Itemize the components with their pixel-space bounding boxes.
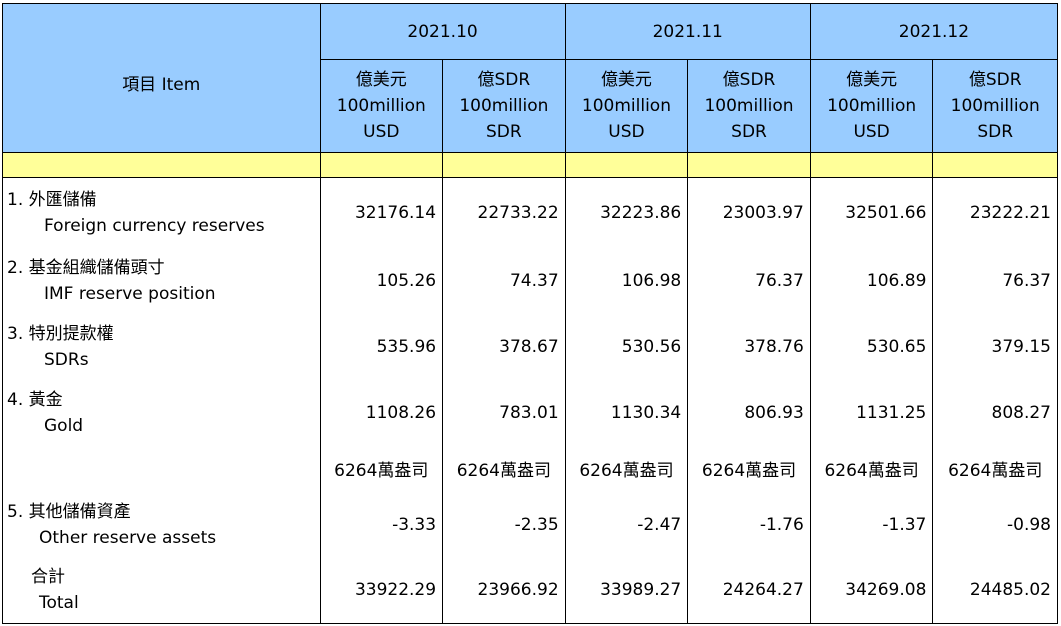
period-header: 2021.12 [809, 3, 1059, 60]
row-label-en: Other reserve assets [39, 527, 217, 548]
value-cell: 379.15 [932, 313, 1058, 380]
value-cell: 32223.86 [564, 177, 689, 248]
value-cell: 32501.66 [809, 177, 934, 248]
value-cell: 76.37 [687, 247, 811, 314]
unit-header-usd: 億美元 100million USD [809, 59, 934, 153]
period-header: 2021.11 [564, 3, 811, 60]
total-label-en: Total [39, 593, 79, 614]
period-header: 2021.10 [319, 3, 566, 60]
row-label-zh: 2. 基金組織儲備頭寸 [7, 257, 165, 278]
gold-ounces-cell: 6264萬盎司 [319, 445, 444, 492]
value-cell: 535.96 [319, 313, 444, 380]
total-row: 合計 Total 33922.29 23966.92 33989.27 24264… [2, 557, 1058, 624]
row-label-en: IMF reserve position [44, 283, 216, 304]
row-label-zh: 3. 特別提款權 [7, 323, 114, 344]
value-cell: 23222.21 [932, 177, 1058, 248]
unit-header-sdr: 億SDR 100million SDR [687, 59, 811, 153]
value-cell: 806.93 [687, 379, 811, 446]
row-label-zh: 5. 其他儲備資產 [7, 501, 131, 522]
unit-header-usd: 億美元 100million USD [564, 59, 689, 153]
table-row: 3. 特別提款權 SDRs 535.96 378.67 530.56 378.76… [2, 313, 1058, 380]
value-cell: 105.26 [319, 247, 444, 314]
row-label-zh: 1. 外匯儲備 [7, 189, 97, 210]
unit-header-sdr: 億SDR 100million SDR [442, 59, 566, 153]
total-value-cell: 33922.29 [319, 557, 444, 624]
value-cell: 22733.22 [442, 177, 566, 248]
value-cell: -1.76 [687, 491, 811, 558]
value-cell: 106.89 [809, 247, 934, 314]
value-cell: -2.47 [564, 491, 689, 558]
table-row: 2. 基金組織儲備頭寸 IMF reserve position 105.26 7… [2, 247, 1058, 314]
gold-ounces-row: 6264萬盎司 6264萬盎司 6264萬盎司 6264萬盎司 6264萬盎司 … [2, 445, 1058, 492]
value-cell: 32176.14 [319, 177, 444, 248]
gold-ounces-cell: 6264萬盎司 [442, 445, 566, 492]
value-cell: 378.67 [442, 313, 566, 380]
gold-ounces-cell: 6264萬盎司 [564, 445, 689, 492]
value-cell: 76.37 [932, 247, 1058, 314]
value-cell: 530.56 [564, 313, 689, 380]
value-cell: -0.98 [932, 491, 1058, 558]
gold-ounces-cell: 6264萬盎司 [932, 445, 1058, 492]
value-cell: 23003.97 [687, 177, 811, 248]
value-cell: 74.37 [442, 247, 566, 314]
row-label-en: SDRs [44, 349, 89, 370]
value-cell: 1130.34 [564, 379, 689, 446]
value-cell: -3.33 [319, 491, 444, 558]
total-value-cell: 33989.27 [564, 557, 689, 624]
total-value-cell: 34269.08 [809, 557, 934, 624]
value-cell: 530.65 [809, 313, 934, 380]
row-label-en: Foreign currency reserves [44, 215, 265, 236]
gold-ounces-cell: 6264萬盎司 [809, 445, 934, 492]
total-value-cell: 24264.27 [687, 557, 811, 624]
unit-header-sdr: 億SDR 100million SDR [932, 59, 1058, 153]
reserves-table: 項目 Item 2021.10 2021.11 2021.12 億美元 100mi… [2, 3, 1059, 624]
value-cell: 1131.25 [809, 379, 934, 446]
value-cell: 808.27 [932, 379, 1058, 446]
item-column-header: 項目 Item [2, 3, 321, 153]
unit-header-usd: 億美元 100million USD [319, 59, 444, 153]
table-row: 5. 其他儲備資產 Other reserve assets -3.33 -2.3… [2, 491, 1058, 558]
row-label-en: Gold [44, 415, 84, 436]
table-row: 1. 外匯儲備 Foreign currency reserves 32176.1… [2, 177, 1058, 248]
value-cell: -2.35 [442, 491, 566, 558]
value-cell: -1.37 [809, 491, 934, 558]
table-row: 4. 黃金 Gold 1108.26 783.01 1130.34 806.93 … [2, 379, 1058, 446]
gold-ounces-cell: 6264萬盎司 [687, 445, 811, 492]
total-value-cell: 24485.02 [932, 557, 1058, 624]
total-label-zh: 合計 [31, 567, 65, 588]
row-label-zh: 4. 黃金 [7, 389, 63, 410]
value-cell: 783.01 [442, 379, 566, 446]
total-value-cell: 23966.92 [442, 557, 566, 624]
value-cell: 378.76 [687, 313, 811, 380]
value-cell: 1108.26 [319, 379, 444, 446]
separator-row [2, 152, 1058, 178]
value-cell: 106.98 [564, 247, 689, 314]
